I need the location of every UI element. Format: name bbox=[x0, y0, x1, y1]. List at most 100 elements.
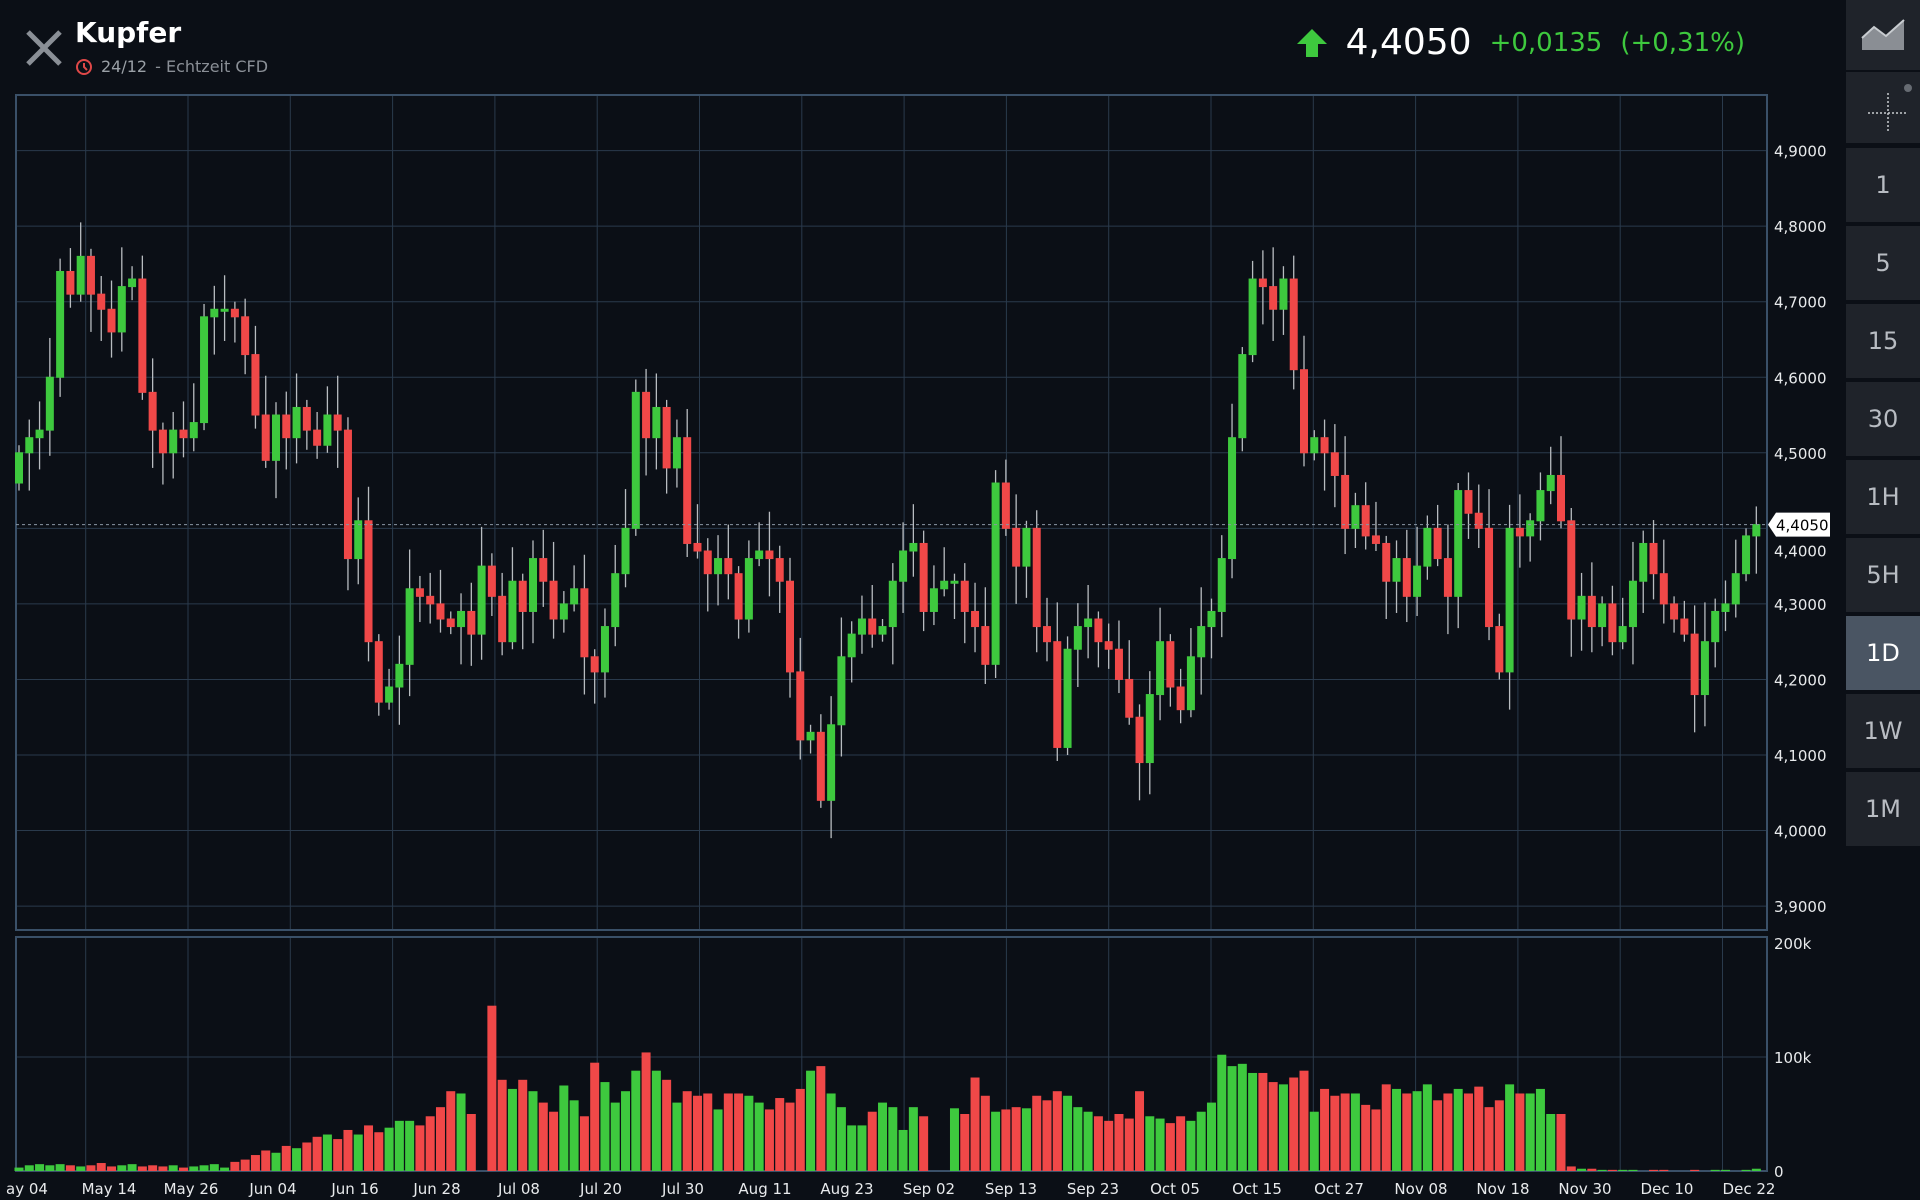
x-tick-label: Nov 08 bbox=[1394, 1180, 1447, 1198]
volume-bar bbox=[651, 1070, 661, 1171]
candle-body bbox=[1659, 573, 1668, 605]
volume-bar bbox=[1525, 1093, 1535, 1171]
interval-button-1[interactable]: 1 bbox=[1846, 148, 1920, 222]
x-tick-label: Nov 18 bbox=[1476, 1180, 1529, 1198]
candle-body bbox=[230, 308, 239, 318]
candle-body bbox=[744, 558, 753, 620]
candle-body bbox=[220, 308, 229, 312]
candle-body bbox=[1248, 278, 1257, 356]
candle-body bbox=[1680, 618, 1689, 635]
price-tick-label: 4,9000 bbox=[1774, 143, 1827, 161]
candle-body bbox=[1731, 573, 1740, 605]
volume-tick-label: 0 bbox=[1774, 1163, 1784, 1181]
candle-body bbox=[457, 610, 466, 628]
volume-bar bbox=[456, 1093, 466, 1171]
price-chart[interactable]: 4,9000 4,8000 4,7000 4,6000 4,5000 4,4000 4,30… bbox=[0, 0, 1845, 1200]
candle-body bbox=[724, 558, 733, 575]
candle-body bbox=[1413, 565, 1422, 597]
chart-type-button[interactable] bbox=[1846, 0, 1920, 70]
volume-bar bbox=[394, 1120, 404, 1171]
candle-body bbox=[241, 316, 250, 356]
candle-body bbox=[261, 414, 270, 461]
candle-body bbox=[693, 542, 702, 552]
interval-button-15[interactable]: 15 bbox=[1846, 304, 1920, 378]
x-tick-label: Jul 30 bbox=[661, 1180, 704, 1198]
x-tick-label: Oct 27 bbox=[1314, 1180, 1364, 1198]
volume-bar bbox=[970, 1077, 980, 1171]
candle-body bbox=[940, 580, 949, 590]
volume-bar bbox=[826, 1093, 836, 1171]
volume-bar bbox=[1618, 1169, 1628, 1171]
volume-bar bbox=[888, 1107, 898, 1171]
volume-bar bbox=[158, 1166, 168, 1171]
volume-bar bbox=[1566, 1166, 1576, 1171]
interval-button-30[interactable]: 30 bbox=[1846, 382, 1920, 456]
interval-button-1m[interactable]: 1M bbox=[1846, 772, 1920, 846]
last-price: 4,4050 bbox=[1345, 22, 1472, 63]
volume-bar bbox=[35, 1164, 45, 1171]
interval-button-5[interactable]: 5 bbox=[1846, 226, 1920, 300]
candle-body bbox=[734, 573, 743, 620]
candle-body bbox=[868, 618, 877, 635]
subtitle: 24/12 - Echtzeit CFD bbox=[75, 57, 268, 76]
candle-body bbox=[323, 414, 332, 446]
candle-body bbox=[1474, 512, 1483, 529]
volume-bar bbox=[631, 1070, 641, 1171]
candle-body bbox=[1628, 580, 1637, 628]
candle-body bbox=[343, 429, 352, 560]
quote-date: 24/12 bbox=[101, 57, 148, 76]
interval-button-1h[interactable]: 1H bbox=[1846, 460, 1920, 534]
candle-body bbox=[971, 610, 980, 628]
candle-body bbox=[1166, 641, 1175, 688]
crosshair-button[interactable] bbox=[1846, 72, 1920, 143]
volume-bar bbox=[1546, 1114, 1556, 1171]
candle-body bbox=[1279, 278, 1288, 310]
volume-bar bbox=[1607, 1169, 1617, 1171]
price-tick-label: 4,3000 bbox=[1774, 596, 1827, 614]
volume-bar bbox=[908, 1107, 918, 1171]
volume-bar bbox=[1032, 1095, 1042, 1171]
candle-body bbox=[786, 580, 794, 673]
volume-bar bbox=[1145, 1116, 1155, 1171]
volume-bar bbox=[1494, 1100, 1504, 1171]
volume-bar bbox=[1330, 1095, 1340, 1171]
volume-bar bbox=[1011, 1107, 1021, 1171]
interval-button-1w[interactable]: 1W bbox=[1846, 694, 1920, 768]
candle-body bbox=[847, 633, 856, 658]
candle-body bbox=[1269, 286, 1278, 310]
candle-body bbox=[919, 542, 928, 612]
candle-body bbox=[1289, 278, 1298, 371]
candle-body bbox=[950, 580, 959, 584]
volume-bar bbox=[230, 1161, 240, 1171]
x-tick-label: Jun 04 bbox=[248, 1180, 296, 1198]
candle-body bbox=[981, 626, 990, 665]
crosshair-icon bbox=[1868, 83, 1912, 133]
candle-body bbox=[107, 308, 116, 333]
sidebar: 1 5 15 30 1H 5H 1D 1W 1M bbox=[1846, 0, 1920, 846]
volume-bar bbox=[1278, 1084, 1288, 1171]
candle-body bbox=[158, 429, 167, 454]
volume-bar bbox=[1720, 1169, 1730, 1171]
volume-bar bbox=[1741, 1169, 1751, 1171]
candle-body bbox=[1104, 641, 1113, 650]
volume-bar bbox=[1206, 1102, 1216, 1171]
candle-body bbox=[1063, 648, 1072, 748]
interval-button-1d[interactable]: 1D bbox=[1846, 616, 1920, 690]
candle-body bbox=[1546, 474, 1555, 492]
volume-bar bbox=[518, 1079, 528, 1171]
close-icon[interactable] bbox=[24, 28, 64, 68]
instrument-title: Kupfer bbox=[75, 16, 182, 49]
interval-button-5h[interactable]: 5H bbox=[1846, 538, 1920, 612]
volume-bar bbox=[734, 1093, 744, 1171]
candle-body bbox=[1536, 490, 1545, 522]
candle-body bbox=[1032, 527, 1041, 628]
volume-bar bbox=[744, 1095, 754, 1171]
volume-bar bbox=[569, 1100, 579, 1171]
candle-body bbox=[1526, 520, 1535, 537]
volume-bar bbox=[703, 1093, 713, 1171]
x-tick-label: Sep 13 bbox=[985, 1180, 1037, 1198]
candle-body bbox=[1423, 527, 1432, 567]
candle-body bbox=[426, 595, 435, 605]
candle-body bbox=[909, 542, 918, 552]
volume-bar bbox=[528, 1091, 538, 1171]
